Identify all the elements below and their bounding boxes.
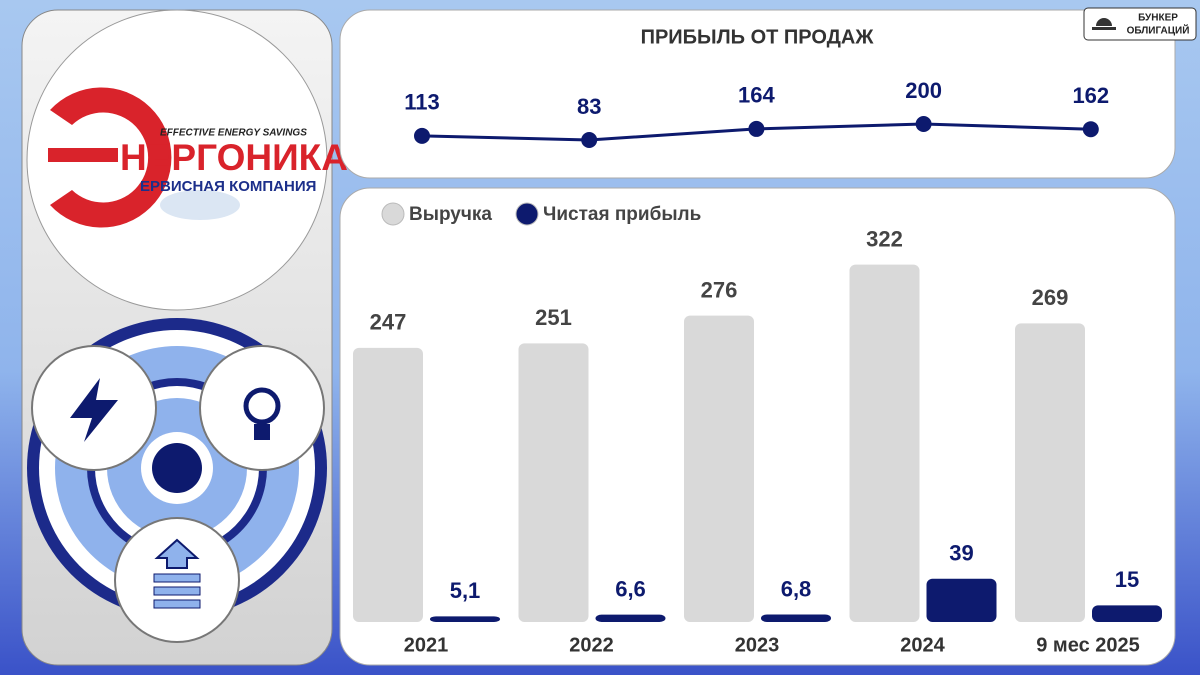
logo-circle: [26, 9, 328, 311]
data-label: 247: [370, 310, 407, 335]
profit-point: [414, 127, 430, 144]
bar: [1015, 323, 1085, 622]
profit-point: [581, 132, 598, 148]
data-label: 83: [577, 94, 601, 119]
data-label: 6,6: [615, 576, 646, 601]
x-tick-label: 2021: [404, 634, 449, 656]
bulb-icon: [243, 387, 281, 425]
bar: [430, 616, 500, 622]
profit-point: [748, 120, 765, 137]
logo-subtitle: ЕРВИСНАЯ КОМПАНИЯ: [140, 178, 316, 195]
brand-line: БУНКЕР: [1138, 13, 1178, 24]
data-label: 39: [949, 541, 973, 566]
line-chart-title: ПРИБЫЛЬ ОТ ПРОДАЖ: [641, 26, 875, 48]
data-label: 251: [535, 305, 572, 330]
logo-bulb: [160, 190, 240, 220]
legend-label: Выручка: [409, 204, 492, 225]
data-label: 113: [404, 90, 440, 115]
legend-label: Чистая прибыль: [543, 204, 701, 225]
icons: [27, 318, 327, 643]
data-label: 162: [1072, 83, 1109, 108]
data-label: 6,8: [781, 576, 812, 601]
ring: [152, 443, 202, 493]
profit-point: [915, 116, 932, 132]
x-tick-label: 2023: [735, 634, 780, 656]
stack-icon: [153, 573, 201, 583]
logo-title: НЕРГОНИКА: [120, 137, 348, 178]
logo: EFFECTIVE ENERGY SAVINGS НЕРГОНИКА ЕРВИС…: [48, 87, 348, 228]
profit-point: [1082, 121, 1099, 138]
data-label: 164: [738, 83, 775, 108]
bar: [926, 578, 997, 622]
data-label: 322: [866, 226, 903, 251]
bolt-icon: [70, 378, 118, 442]
x-tick-label: 2022: [569, 634, 614, 656]
bar: [1092, 605, 1162, 622]
x-tick-label: 9 мес 2025: [1036, 634, 1140, 656]
x-tick-label: 2024: [900, 634, 945, 656]
bar: [353, 347, 423, 622]
brand-icon: [1092, 18, 1116, 30]
data-label: 15: [1115, 567, 1139, 592]
brand-box: [1083, 7, 1197, 41]
line-card: [339, 9, 1176, 179]
legend-swatch: [381, 202, 405, 226]
bulb-base: [254, 424, 270, 440]
stack-icon: [153, 586, 201, 596]
data-label: 5,1: [450, 578, 481, 603]
logo-tagline: EFFECTIVE ENERGY SAVINGS: [160, 128, 307, 139]
data-label: 276: [701, 277, 738, 302]
brand-line: ОБЛИГАЦИЙ: [1127, 24, 1190, 37]
logo-mark: [50, 87, 172, 228]
legend-swatch: [515, 202, 539, 226]
stack-icon: [153, 599, 201, 609]
bar: [684, 315, 754, 622]
data-label: 269: [1032, 285, 1069, 310]
logo-bar: [48, 148, 118, 162]
data-label: 200: [905, 78, 942, 103]
bar: [761, 614, 831, 622]
arrow-icon: [154, 538, 200, 569]
bar: [518, 343, 589, 622]
bar: [849, 264, 920, 622]
icon-circle: [199, 345, 325, 471]
bar: [595, 614, 666, 622]
